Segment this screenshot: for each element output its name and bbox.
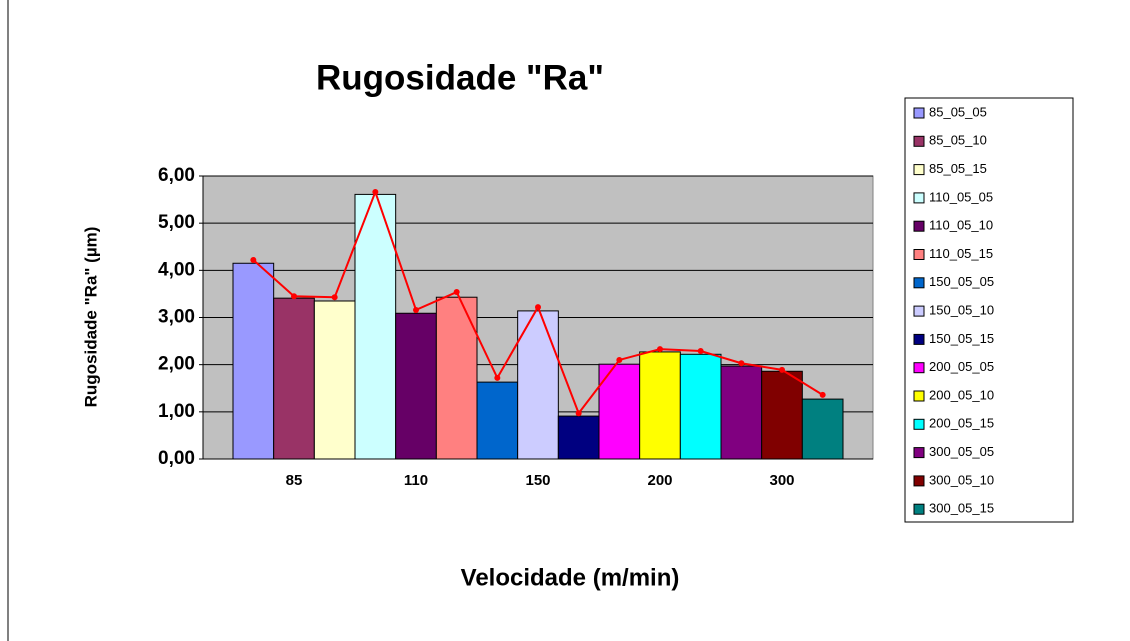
bar [232, 262, 275, 460]
bar [679, 353, 722, 460]
x-tick-label: 85 [286, 472, 303, 489]
x-tick-label: 300 [769, 472, 794, 489]
y-tick-label: 2,00 [158, 354, 195, 375]
bar [720, 365, 763, 460]
line-point [738, 360, 745, 367]
line-point [372, 189, 379, 196]
line-point [575, 410, 582, 417]
line-point [453, 289, 460, 296]
bar [801, 398, 844, 460]
legend-label: 110_05_05 [929, 189, 993, 204]
y-tick-label: 0,00 [158, 448, 195, 469]
bar [395, 312, 437, 460]
x-tick-label: 110 [404, 472, 428, 489]
legend-label: 85_05_10 [929, 133, 987, 148]
legend-swatch [913, 503, 925, 515]
bar [557, 415, 600, 460]
bar [313, 300, 356, 460]
y-tick-label: 6,00 [158, 165, 195, 186]
y-tick-label: 4,00 [158, 259, 195, 280]
legend-label: 110_05_15 [929, 246, 993, 261]
legend-swatch [913, 277, 925, 289]
line-point [413, 306, 419, 313]
legend-label: 300_05_05 [929, 444, 994, 459]
bar [435, 296, 478, 460]
legend-label: 150_05_05 [929, 274, 994, 289]
legend-swatch [913, 475, 925, 487]
line-point [657, 346, 663, 353]
y-tick-label: 1,00 [158, 401, 195, 422]
legend-box [904, 97, 1074, 523]
legend-swatch [913, 249, 925, 260]
y-tick-label: 3,00 [158, 307, 195, 328]
legend-swatch [913, 447, 925, 459]
legend-swatch [913, 390, 925, 402]
line-point [819, 391, 826, 398]
legend-label: 300_05_10 [929, 472, 994, 487]
legend-swatch [913, 164, 925, 176]
chart-title: Rugosidade "Ra" [316, 58, 604, 97]
x-tick-label: 200 [647, 472, 672, 489]
bar [598, 363, 641, 460]
x-axis-title: Velocidade (m/min) [461, 564, 680, 591]
legend-swatch [913, 135, 925, 147]
legend-swatch [913, 362, 925, 374]
legend-label: 150_05_10 [929, 303, 994, 318]
legend-label: 200_05_15 [929, 416, 994, 431]
line-point [331, 294, 338, 301]
y-axis-title: Rugosidade "Ra" (µm) [81, 227, 100, 408]
bar [273, 297, 315, 460]
bar [476, 381, 519, 460]
line-point [291, 293, 297, 300]
legend-swatch [913, 333, 925, 345]
bar [639, 351, 681, 460]
bar [761, 370, 803, 460]
legend-swatch [913, 418, 925, 430]
line-point [250, 256, 257, 263]
legend-swatch [913, 192, 925, 204]
legend-swatch [913, 107, 925, 119]
line-point [535, 304, 541, 311]
legend-label: 85_05_05 [929, 104, 987, 119]
legend-swatch [913, 220, 925, 232]
legend-label: 110_05_10 [929, 218, 993, 233]
legend-label: 150_05_15 [929, 331, 994, 346]
legend-label: 85_05_15 [929, 161, 987, 176]
legend-label: 200_05_10 [929, 387, 994, 402]
legend-swatch [913, 305, 925, 317]
line-point [697, 347, 704, 354]
legend-label: 200_05_05 [929, 359, 994, 374]
bar [517, 310, 559, 460]
x-tick-label: 150 [525, 472, 550, 489]
line-point [779, 366, 785, 373]
line-point [616, 356, 623, 363]
legend-label: 300_05_15 [929, 501, 994, 516]
line-point [494, 374, 501, 381]
y-tick-label: 5,00 [158, 212, 195, 233]
